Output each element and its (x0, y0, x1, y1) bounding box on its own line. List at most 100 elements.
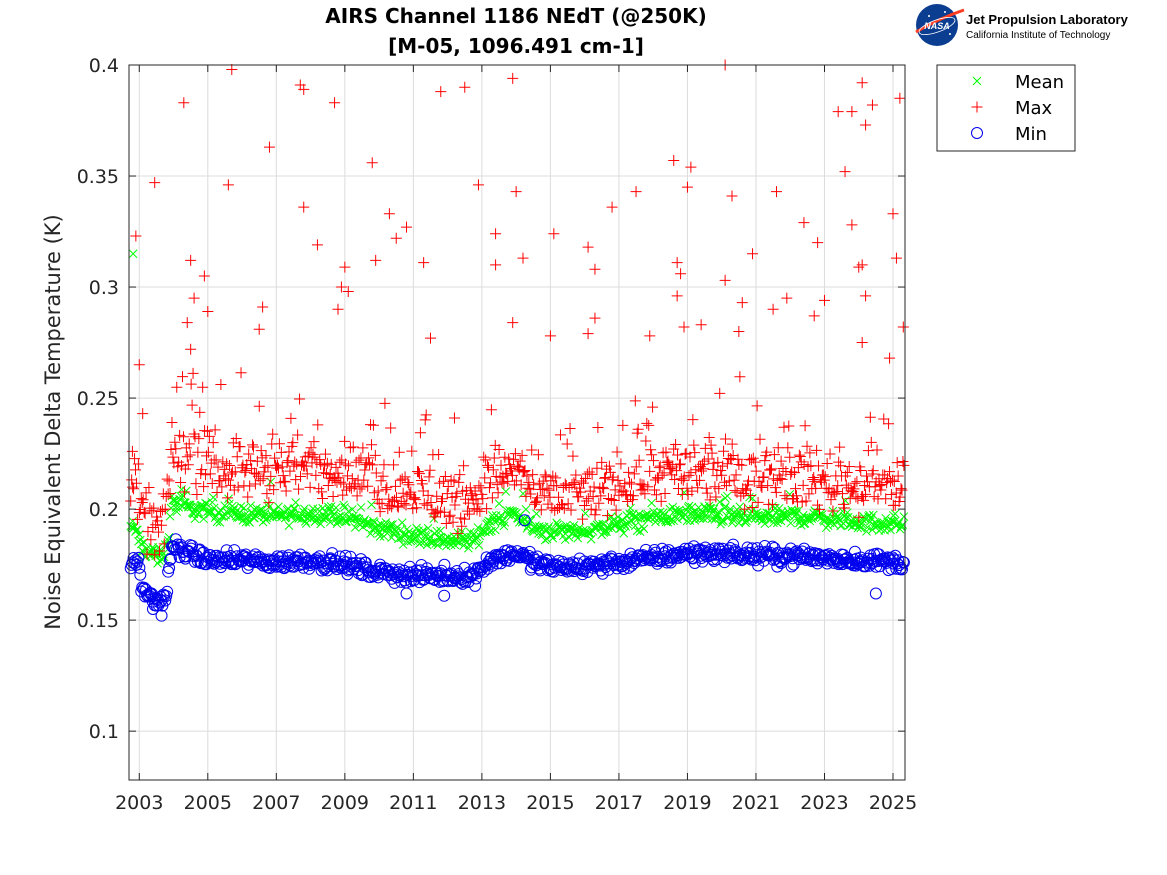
point-mean (199, 514, 208, 524)
point-max (530, 497, 542, 509)
point-max (253, 400, 265, 412)
point-max-outlier (832, 106, 844, 118)
point-max (190, 478, 202, 490)
point-max (316, 486, 328, 498)
point-mean (532, 509, 541, 519)
point-max (334, 456, 346, 468)
point-max (645, 444, 657, 456)
point-max (139, 508, 151, 520)
point-max (220, 473, 232, 485)
point-max (291, 458, 303, 470)
point-max (843, 460, 855, 472)
point-max-outlier (472, 179, 484, 191)
legend-marker-symbol (971, 101, 983, 113)
point-max-outlier (767, 303, 779, 315)
point-max (402, 476, 414, 488)
legend-marker-max (971, 101, 983, 113)
point-max (294, 393, 306, 405)
point-max (643, 419, 655, 431)
point-max (736, 459, 748, 471)
point-mean (598, 519, 608, 529)
point-mean (325, 517, 335, 527)
point-mean (356, 503, 366, 512)
point-max (243, 448, 255, 460)
point-max (389, 480, 401, 492)
x-tick-label: 2007 (252, 792, 300, 814)
point-max (867, 465, 879, 477)
point-max (813, 460, 825, 472)
point-max (851, 476, 863, 488)
point-max (514, 455, 526, 467)
chart-subtitle: [M-05, 1096.491 cm-1] (388, 34, 644, 58)
point-max-outlier (866, 99, 878, 111)
point-mean (286, 509, 296, 519)
point-max (413, 468, 425, 480)
point-max (482, 459, 494, 471)
point-max (354, 483, 366, 495)
point-max (751, 400, 763, 412)
point-mean (164, 532, 174, 542)
point-max (630, 461, 642, 473)
point-max (777, 463, 789, 475)
point-max (392, 501, 404, 513)
point-mean (433, 540, 443, 550)
point-max (424, 464, 436, 476)
legend-marker-mean (972, 76, 982, 86)
point-max (810, 482, 822, 494)
series-mean (126, 249, 909, 568)
point-max (177, 371, 189, 383)
point-max (197, 381, 209, 393)
point-max (471, 504, 483, 516)
point-max (260, 450, 272, 462)
point-max (786, 466, 798, 478)
point-max (188, 428, 200, 440)
point-max (486, 492, 498, 504)
point-max (373, 497, 385, 509)
point-min-outlier (869, 587, 882, 600)
point-mean (701, 510, 711, 520)
point-max (488, 452, 500, 464)
point-mean (215, 517, 225, 527)
point-max (403, 479, 415, 491)
point-mean (190, 514, 200, 524)
legend-entry-mean: Mean (972, 72, 1064, 93)
point-max (436, 493, 448, 505)
point-max (130, 464, 142, 476)
point-max (507, 453, 519, 465)
point-max (869, 481, 881, 493)
point-mean (620, 520, 630, 529)
point-max (231, 451, 243, 463)
point-max (875, 484, 887, 496)
point-max (801, 440, 813, 452)
point-max (716, 469, 728, 481)
point-mean (483, 518, 492, 528)
point-max (550, 472, 562, 484)
point-max (885, 488, 897, 500)
point-max (817, 469, 829, 481)
point-max-outlier (226, 63, 238, 75)
point-max (223, 474, 235, 486)
point-max (795, 456, 807, 468)
y-axis-title: Noise Equivalent Delta Temperature (K) (41, 214, 65, 630)
point-max (793, 449, 805, 461)
point-max (835, 460, 847, 472)
point-max (451, 487, 463, 499)
point-max (629, 395, 641, 407)
point-max (367, 419, 379, 431)
point-max (827, 505, 839, 517)
point-max (304, 481, 316, 493)
point-max (444, 509, 456, 521)
point-max (653, 462, 665, 474)
point-max (442, 481, 454, 493)
point-max (841, 467, 853, 479)
point-max (153, 526, 165, 538)
axis-ticks: 2003 2005 2007 2009 2011 2013 2015 2017 2019 2021… (77, 55, 918, 814)
point-max (250, 468, 262, 480)
point-max (388, 459, 400, 471)
point-max (263, 497, 275, 509)
point-mean (134, 530, 144, 539)
point-min (133, 561, 146, 574)
point-mean (742, 516, 751, 526)
point-max (605, 494, 617, 506)
point-max-outlier (370, 254, 382, 266)
